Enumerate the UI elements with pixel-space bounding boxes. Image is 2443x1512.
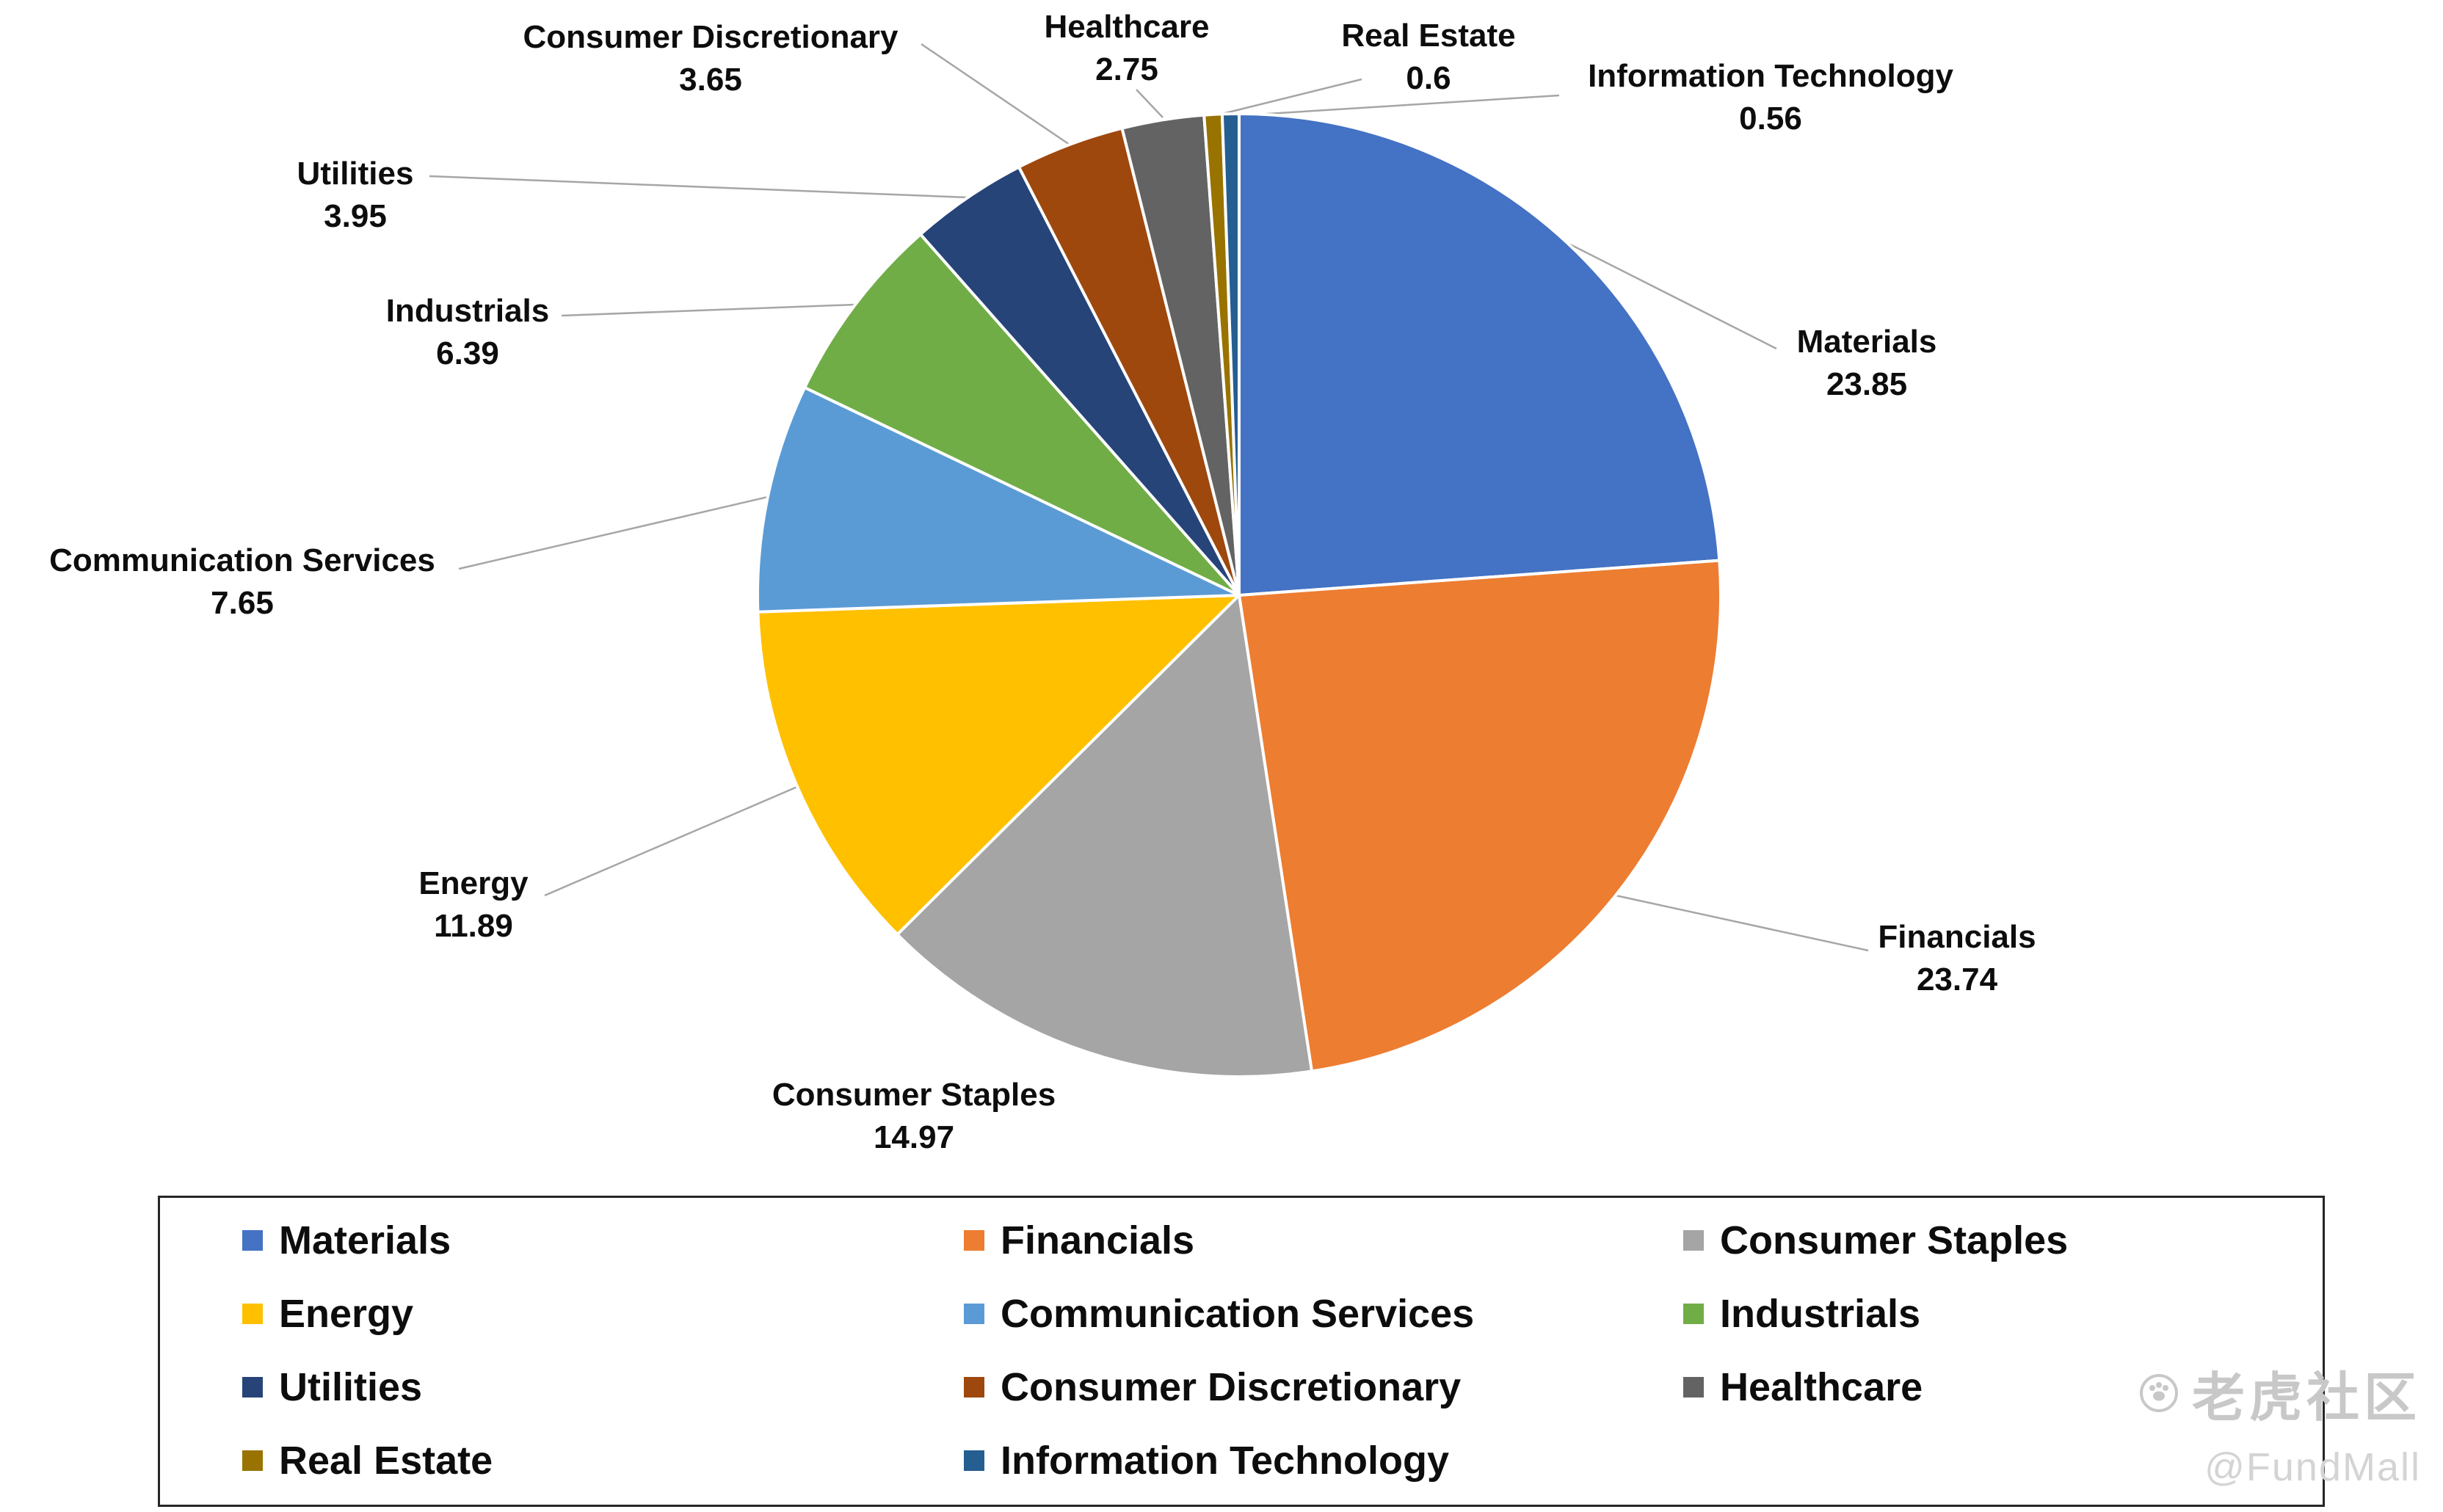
slice-label-value: 23.85 xyxy=(1826,366,1908,402)
legend-item-communication-services: Communication Services xyxy=(964,1291,1683,1337)
legend-label: Real Estate xyxy=(279,1439,493,1483)
leader-line-communication-services xyxy=(458,495,769,570)
slice-label-information-technology: Information Technology 0.56 xyxy=(1588,55,1953,140)
legend-swatch-icon xyxy=(964,1304,984,1324)
slice-label-name: Healthcare xyxy=(1044,9,1210,45)
slice-label-name: Real Estate xyxy=(1341,18,1516,54)
slice-label-name: Industrials xyxy=(385,293,550,329)
pie-slice-energy xyxy=(756,593,1244,937)
legend-item-materials: Materials xyxy=(242,1218,964,1263)
pie-slice-communication-services xyxy=(756,385,1240,614)
slice-label-value: 3.95 xyxy=(324,198,387,234)
slice-label-name: Utilities xyxy=(297,156,414,192)
leader-line-industrials xyxy=(561,303,856,317)
legend-label: Consumer Staples xyxy=(1720,1218,2069,1262)
legend-swatch-icon xyxy=(964,1450,984,1471)
legend-label: Materials xyxy=(279,1218,451,1262)
pie-slice-industrials xyxy=(802,232,1241,597)
slice-label-value: 7.65 xyxy=(211,585,274,621)
leader-line-materials xyxy=(1567,241,1777,350)
legend-swatch-icon xyxy=(1683,1304,1704,1324)
slice-label-name: Consumer Staples xyxy=(772,1077,1056,1113)
slice-label-value: 0.56 xyxy=(1739,101,1802,137)
legend-item-information-technology: Information Technology xyxy=(964,1438,1683,1483)
legend-item-healthcare: Healthcare xyxy=(1683,1364,2323,1410)
slice-label-name: Information Technology xyxy=(1588,58,1953,94)
pie-slice-materials xyxy=(1238,112,1721,597)
leader-line-utilities xyxy=(429,175,968,199)
leader-line-financials xyxy=(1615,894,1869,952)
slice-label-materials: Materials 23.85 xyxy=(1797,321,1937,406)
slice-label-real-estate: Real Estate 0.6 xyxy=(1341,15,1515,100)
legend-label: Industrials xyxy=(1720,1292,1921,1336)
legend-item-consumer-staples: Consumer Staples xyxy=(1683,1218,2323,1263)
legend-swatch-icon xyxy=(242,1304,263,1324)
legend-item-energy: Energy xyxy=(242,1291,964,1337)
legend-swatch-icon xyxy=(964,1230,984,1251)
legend-label: Consumer Discretionary xyxy=(1001,1365,1462,1409)
slice-label-value: 3.65 xyxy=(679,62,742,98)
legend-item-financials: Financials xyxy=(964,1218,1683,1263)
slice-label-value: 2.75 xyxy=(1095,51,1158,87)
legend-item-real-estate: Real Estate xyxy=(242,1438,964,1483)
legend-label: Energy xyxy=(279,1292,414,1336)
slice-label-consumer-discretionary: Consumer Discretionary 3.65 xyxy=(523,16,898,101)
legend-swatch-icon xyxy=(242,1377,263,1397)
legend-label: Utilities xyxy=(279,1365,423,1409)
legend-label: Financials xyxy=(1001,1218,1195,1262)
legend-swatch-icon xyxy=(1683,1230,1704,1251)
slice-label-communication-services: Communication Services 7.65 xyxy=(49,539,435,625)
pie-slice-consumer-staples xyxy=(895,592,1314,1078)
slice-label-name: Financials xyxy=(1878,919,2036,955)
leader-line-healthcare xyxy=(1136,89,1164,118)
legend: Materials Financials Consumer Staples Energ… xyxy=(158,1196,2325,1507)
leader-line-energy xyxy=(544,785,798,897)
slice-label-name: Materials xyxy=(1796,324,1937,360)
leader-line-information-technology xyxy=(1244,94,1560,117)
slice-label-value: 11.89 xyxy=(434,908,513,944)
slice-label-name: Consumer Discretionary xyxy=(523,19,899,55)
slice-label-name: Communication Services xyxy=(49,542,435,578)
legend-swatch-icon xyxy=(964,1377,984,1397)
legend-label: Communication Services xyxy=(1001,1292,1475,1336)
leader-line-consumer-discretionary xyxy=(921,43,1070,146)
slice-label-value: 6.39 xyxy=(436,335,499,371)
slice-label-value: 23.74 xyxy=(1916,962,1998,997)
slice-label-consumer-staples: Consumer Staples 14.97 xyxy=(772,1074,1056,1159)
legend-item-consumer-discretionary: Consumer Discretionary xyxy=(964,1364,1683,1410)
legend-label: Healthcare xyxy=(1720,1365,1923,1409)
pie-slice-information-technology xyxy=(1220,112,1241,596)
slice-label-financials: Financials 23.74 xyxy=(1878,916,2036,1001)
slice-label-industrials: Industrials 6.39 xyxy=(386,290,550,375)
legend-label: Information Technology xyxy=(1001,1439,1449,1483)
slice-label-value: 0.6 xyxy=(1406,60,1451,96)
slice-label-name: Energy xyxy=(418,865,529,901)
slice-label-value: 14.97 xyxy=(873,1119,955,1155)
slice-label-energy: Energy 11.89 xyxy=(418,862,528,948)
legend-swatch-icon xyxy=(242,1230,263,1251)
legend-item-industrials: Industrials xyxy=(1683,1291,2323,1337)
legend-swatch-icon xyxy=(242,1450,263,1471)
leader-line-real-estate xyxy=(1213,78,1362,117)
slice-label-healthcare: Healthcare 2.75 xyxy=(1044,6,1209,91)
slice-label-utilities: Utilities 3.95 xyxy=(297,153,414,238)
pie-slice-financials xyxy=(1237,559,1722,1073)
legend-item-utilities: Utilities xyxy=(242,1364,964,1410)
legend-swatch-icon xyxy=(1683,1377,1704,1397)
